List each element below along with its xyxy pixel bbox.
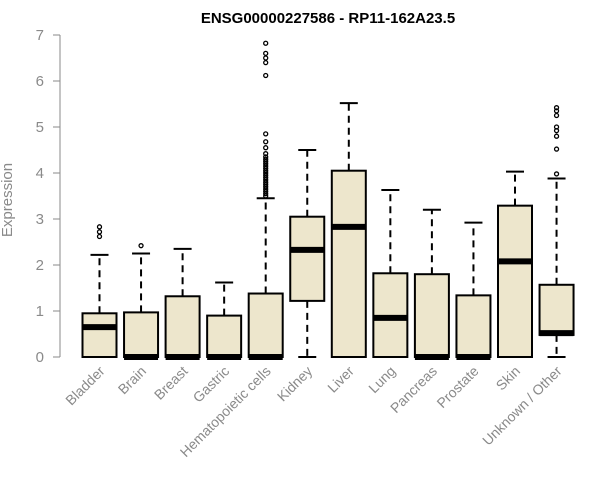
box-pancreas <box>413 208 450 360</box>
x-tick-label: Lung <box>365 363 398 396</box>
outlier-point <box>553 171 560 177</box>
x-tick-label: Prostate <box>433 363 481 411</box>
outlier-point <box>263 131 269 137</box>
iqr-box <box>538 283 575 336</box>
outlier-point <box>263 72 269 79</box>
iqr-box <box>497 204 533 358</box>
box-brain <box>123 243 160 360</box>
y-tick-label: 4 <box>36 165 44 182</box>
x-tick-label: Kidney <box>274 363 316 405</box>
box-bladder <box>81 224 118 358</box>
y-tick-label: 1 <box>36 303 44 320</box>
outlier-point <box>96 224 103 230</box>
outlier-point <box>138 243 144 249</box>
iqr-box <box>455 294 492 358</box>
box-gastric <box>206 281 243 360</box>
box-kidney <box>289 149 326 358</box>
outlier-point <box>263 55 269 61</box>
y-tick-label: 7 <box>36 27 44 44</box>
box-liver <box>330 102 367 358</box>
box-hematopoietic-cells <box>247 40 284 360</box>
outlier-point <box>553 146 560 152</box>
box-prostate <box>455 221 492 360</box>
outlier-point <box>553 112 560 119</box>
iqr-box <box>413 273 450 359</box>
chart-title: ENSG00000227586 - RP11-162A23.5 <box>201 10 455 27</box>
y-tick-label: 5 <box>36 119 44 136</box>
y-tick-label: 3 <box>36 211 44 228</box>
x-tick-label: Brain <box>115 363 149 397</box>
outlier-point <box>553 108 560 114</box>
outlier-point <box>263 50 269 57</box>
box-lung <box>372 189 409 358</box>
outlier-point <box>263 145 269 151</box>
x-tick-label: Breast <box>151 363 191 403</box>
outlier-point <box>263 154 269 160</box>
outlier-point <box>263 156 269 162</box>
boxes-layer <box>81 40 575 360</box>
iqr-box <box>123 311 160 359</box>
outlier-point <box>263 151 269 157</box>
y-tick-label: 6 <box>36 73 44 90</box>
box-skin <box>497 170 533 358</box>
outlier-point <box>263 59 269 66</box>
x-tick-label: Bladder <box>62 363 108 409</box>
box-breast <box>164 247 201 360</box>
iqr-box <box>206 314 243 359</box>
y-axis-label: Expression <box>0 163 16 237</box>
outlier-point <box>553 133 560 139</box>
outlier-point <box>553 105 560 111</box>
y-tick-label: 2 <box>36 257 44 274</box>
iqr-box <box>289 215 326 302</box>
box-unknown-other <box>538 105 575 358</box>
x-tick-label: Liver <box>324 363 357 396</box>
y-tick-label: 0 <box>36 349 44 366</box>
outlier-point <box>96 233 103 240</box>
iqr-box <box>247 292 284 358</box>
outlier-point <box>263 139 269 145</box>
outlier-point <box>96 229 103 235</box>
x-tick-label: Unknown / Other <box>479 363 565 449</box>
iqr-box <box>330 169 367 358</box>
iqr-box <box>164 295 201 358</box>
outlier-point <box>263 40 269 46</box>
outlier-point <box>553 124 560 130</box>
x-tick-label: Skin <box>493 363 524 394</box>
y-axis: 0 1 2 3 4 5 6 7 <box>36 27 61 366</box>
iqr-box <box>81 312 118 358</box>
